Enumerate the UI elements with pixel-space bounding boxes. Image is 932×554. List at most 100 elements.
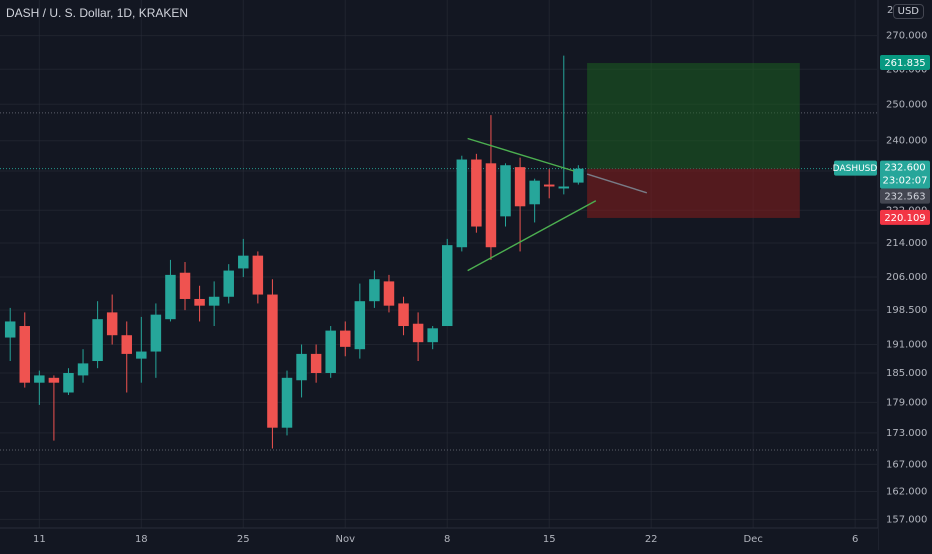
- candle-body: [573, 168, 584, 183]
- chart-title: DASH / U. S. Dollar, 1D, KRAKEN: [6, 6, 189, 20]
- candle: [471, 153, 482, 233]
- symbol-label-bg: [834, 160, 877, 176]
- stop-label: 220.109: [884, 213, 925, 224]
- candle: [441, 238, 453, 327]
- stop-zone: [587, 168, 800, 218]
- candle: [383, 274, 395, 313]
- currency-button[interactable]: USD: [892, 4, 924, 19]
- y-tick-label: 167.000: [886, 459, 927, 470]
- candle: [369, 270, 380, 308]
- candle: [310, 344, 322, 383]
- candle: [500, 163, 511, 227]
- triangle-upper-line: [467, 137, 575, 172]
- candle-body: [485, 163, 497, 248]
- y-tick-label: 198.500: [886, 305, 927, 316]
- candle: [427, 326, 438, 350]
- candle-body: [471, 159, 482, 227]
- candle-body: [4, 321, 16, 338]
- target-label: 261.835: [884, 58, 925, 69]
- x-tick-label: 11: [33, 534, 46, 545]
- candle: [48, 375, 60, 441]
- candle: [296, 344, 307, 398]
- candle-body: [441, 245, 453, 327]
- candle-body: [63, 372, 74, 393]
- candle: [238, 238, 249, 278]
- candle-body: [136, 351, 147, 359]
- candle: [136, 316, 147, 383]
- candle-body: [150, 314, 162, 352]
- candle: [194, 285, 205, 322]
- candle: [223, 264, 234, 304]
- x-tick-label: 8: [444, 534, 450, 545]
- ref-price-label-bg: [880, 188, 930, 204]
- x-tick-label: Dec: [743, 534, 762, 545]
- candle: [325, 326, 336, 378]
- candle: [456, 155, 468, 252]
- x-tick-label: 22: [645, 534, 658, 545]
- candle-body: [398, 303, 409, 327]
- candle-body: [310, 353, 322, 373]
- candle: [267, 279, 278, 449]
- stop-label-bg: [880, 209, 930, 225]
- x-tick-label: 18: [135, 534, 148, 545]
- grid: [0, 0, 877, 528]
- candle: [398, 296, 409, 336]
- candle-body: [34, 375, 45, 383]
- candle-body: [238, 255, 249, 269]
- candle-body: [325, 330, 336, 373]
- candle-body: [543, 184, 555, 187]
- y-tick-label: 191.000: [886, 340, 927, 351]
- y-tick-label: 270.000: [886, 31, 927, 42]
- candle: [106, 294, 118, 345]
- last-price-label-bg: [880, 160, 930, 189]
- candle-body: [48, 377, 60, 383]
- y-tick-label: 179.000: [886, 397, 927, 408]
- candle: [34, 370, 45, 405]
- candle-body: [77, 363, 89, 376]
- candle-body: [223, 270, 234, 297]
- countdown-label: 23:02:07: [883, 176, 928, 187]
- candle: [150, 303, 162, 378]
- candle-body: [456, 159, 468, 248]
- candle-body: [179, 272, 191, 299]
- y-tick-label: 162.000: [886, 486, 927, 497]
- candle-body: [354, 301, 366, 350]
- candle: [281, 370, 293, 436]
- y-tick-label: 206.000: [886, 272, 927, 283]
- candle-body: [296, 353, 307, 381]
- candle-body: [427, 328, 438, 343]
- candle-body: [412, 323, 424, 343]
- candle: [4, 307, 16, 362]
- candle-body: [165, 274, 176, 320]
- candle: [543, 169, 555, 199]
- target-zone: [587, 63, 800, 169]
- time-axis-bg: [0, 528, 878, 550]
- candle: [354, 283, 366, 359]
- candle-body: [106, 312, 118, 336]
- y-tick-label: 214.000: [886, 238, 927, 249]
- candle: [514, 157, 526, 252]
- x-tick-label: Nov: [335, 534, 355, 545]
- candle: [208, 281, 220, 327]
- candle-body: [92, 319, 103, 362]
- y-tick-label: 250.000: [886, 99, 927, 110]
- candle-body: [500, 165, 511, 217]
- candle-body: [529, 180, 540, 205]
- candle-body: [514, 167, 526, 207]
- candle: [121, 321, 132, 393]
- x-tick-label: 15: [543, 534, 556, 545]
- price-axis-bg: [878, 0, 932, 550]
- candle-body: [194, 298, 205, 306]
- candles: [4, 55, 584, 449]
- y-tick-label: 157.000: [886, 514, 927, 525]
- time-axis: 11 18 25 Nov 8 15 22 Dec 6: [0, 527, 878, 550]
- candle: [165, 259, 176, 322]
- candle-body: [383, 281, 395, 306]
- candle: [179, 262, 191, 311]
- candle: [412, 312, 424, 362]
- candle-body: [267, 294, 278, 428]
- y-tick-label: 185.000: [886, 368, 927, 379]
- candle: [529, 178, 540, 223]
